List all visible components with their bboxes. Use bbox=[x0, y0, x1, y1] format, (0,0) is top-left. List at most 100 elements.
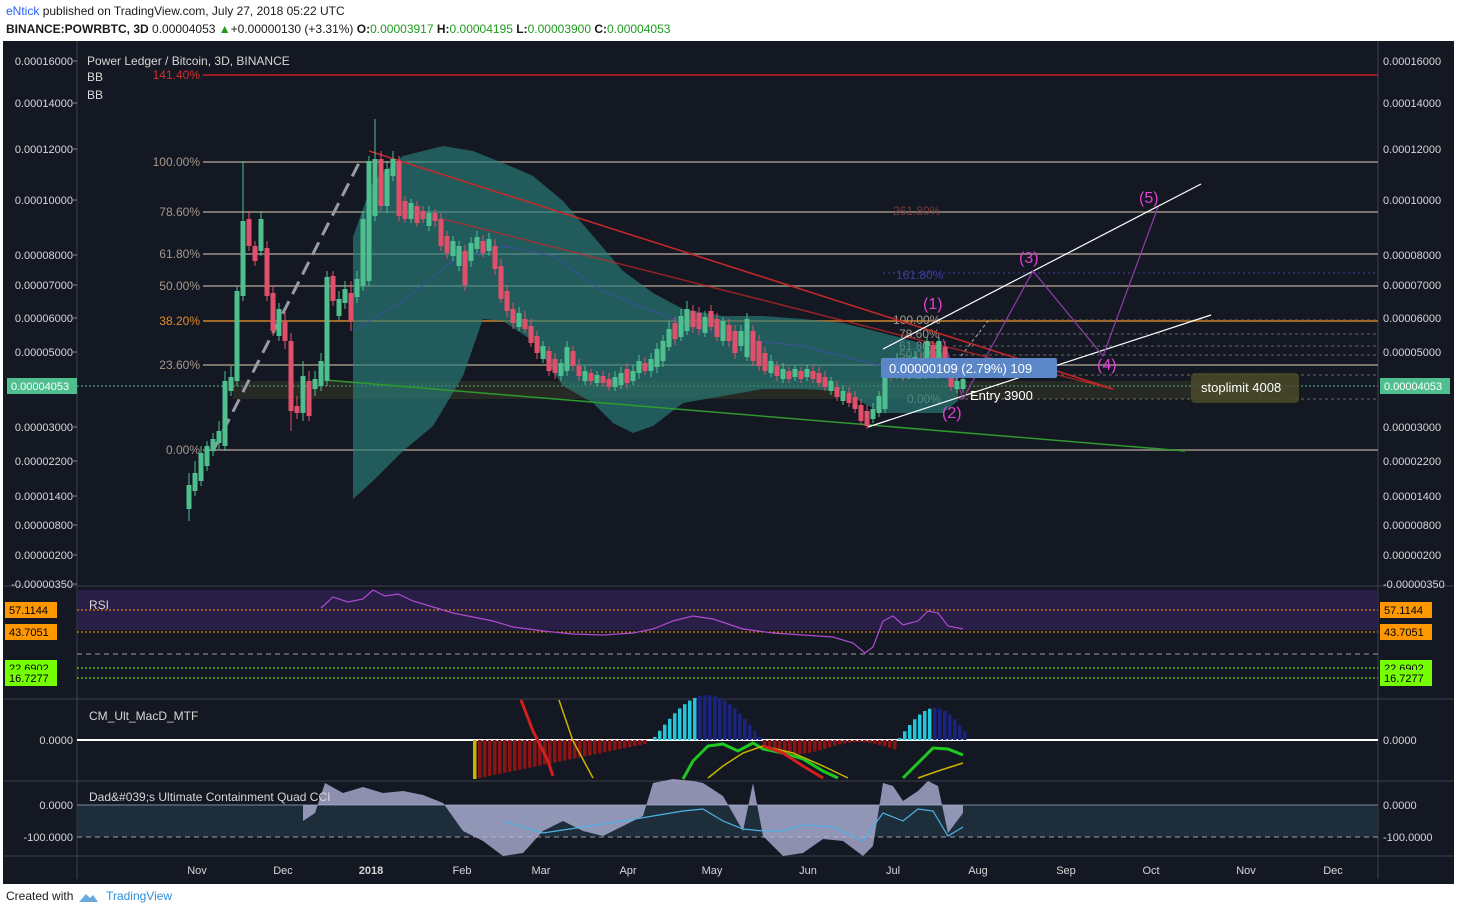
candle bbox=[678, 316, 684, 337]
price-tick-right: 0.00006000 bbox=[1383, 313, 1441, 325]
candle bbox=[432, 213, 438, 221]
candle bbox=[876, 396, 882, 413]
candle bbox=[552, 359, 558, 373]
price-tick-right: 0.00003000 bbox=[1383, 422, 1441, 434]
candle bbox=[726, 325, 732, 341]
candle bbox=[744, 319, 750, 357]
candle bbox=[306, 381, 312, 416]
candle bbox=[762, 353, 768, 371]
time-tick: Sep bbox=[1056, 865, 1076, 877]
candle bbox=[738, 331, 744, 346]
macd-hist-bar bbox=[763, 740, 767, 748]
rsi-level-tag-left bbox=[5, 624, 57, 640]
price-tick-right: 0.00000200 bbox=[1383, 550, 1441, 562]
macd-hist-bar bbox=[703, 695, 707, 740]
current-price-text-right: 0.00004053 bbox=[1384, 381, 1442, 393]
candle bbox=[330, 276, 336, 301]
candle bbox=[342, 289, 348, 303]
price-tick-left: 0.00000200 bbox=[15, 550, 73, 562]
candle bbox=[378, 159, 384, 206]
macd-hist-bar bbox=[948, 714, 952, 740]
macd-hist-bar bbox=[658, 730, 662, 740]
macd-zero-left: 0.0000 bbox=[39, 735, 73, 747]
macd-hist-bar bbox=[903, 731, 907, 740]
candle bbox=[222, 381, 228, 446]
macd-hist-bar bbox=[613, 740, 617, 751]
macd-line-green-2 bbox=[901, 746, 964, 780]
macd-hist-bar bbox=[653, 737, 657, 740]
candle bbox=[846, 393, 852, 403]
candle bbox=[810, 371, 816, 379]
wave-3-label: (3) bbox=[1019, 250, 1039, 267]
candle bbox=[786, 371, 792, 379]
macd-hist-bar bbox=[533, 740, 537, 767]
price-tick-right: 0.00007000 bbox=[1383, 280, 1441, 292]
chart-title: Power Ledger / Bitcoin, 3D, BINANCE bbox=[87, 54, 290, 68]
candle bbox=[474, 237, 480, 249]
candle bbox=[864, 411, 870, 426]
candle bbox=[774, 366, 780, 376]
candle bbox=[348, 293, 354, 321]
rsi-level-text-left: 43.7051 bbox=[9, 627, 49, 639]
candle bbox=[426, 213, 432, 226]
macd-hist-bar bbox=[628, 740, 632, 748]
cci-area bbox=[303, 779, 963, 856]
fib-level-label: 141.40% bbox=[153, 68, 201, 82]
fib-level-label: 61.80% bbox=[159, 247, 200, 261]
macd-hist-bar bbox=[578, 740, 582, 758]
price-tick-right: 0.00012000 bbox=[1383, 144, 1441, 156]
macd-hist-bar bbox=[888, 740, 892, 748]
candle bbox=[558, 363, 564, 376]
candle bbox=[840, 391, 846, 401]
candle bbox=[396, 161, 402, 216]
macd-hist-bar bbox=[598, 740, 602, 754]
candle bbox=[630, 371, 636, 381]
candle bbox=[696, 313, 702, 329]
candle bbox=[516, 313, 522, 327]
price-tick-left: 0.00003000 bbox=[15, 422, 73, 434]
tradingview-link[interactable]: TradingView bbox=[106, 889, 173, 903]
fib-level-label: 0.00% bbox=[166, 443, 200, 457]
time-tick: Oct bbox=[1142, 865, 1159, 877]
high-value: 0.00004195 bbox=[449, 22, 513, 36]
macd-hist-bar bbox=[583, 740, 587, 757]
price-tick-left: 0.00005000 bbox=[15, 347, 73, 359]
candle bbox=[312, 379, 318, 389]
macd-hist-bar bbox=[478, 740, 482, 778]
candle bbox=[690, 311, 696, 327]
macd-hist-bar bbox=[718, 697, 722, 740]
candle bbox=[276, 309, 282, 336]
low-value: 0.00003900 bbox=[527, 22, 592, 36]
footer: Created with TradingView bbox=[6, 889, 172, 903]
macd-hist-bar bbox=[558, 740, 562, 762]
candle bbox=[462, 251, 468, 285]
price-tick-left: 0.00008000 bbox=[15, 250, 73, 262]
macd-hist-bar bbox=[803, 740, 807, 754]
macd-hist-bar bbox=[828, 740, 832, 748]
chart-canvas[interactable]: 141.40% 100.00% 78.60% 61.80% 50.00% 38.20% 23… bbox=[3, 41, 1454, 884]
candle bbox=[564, 347, 570, 371]
candle bbox=[930, 345, 936, 365]
close-label: C: bbox=[594, 22, 608, 36]
macd-hist-bar bbox=[698, 696, 702, 740]
macd-hist-bar bbox=[678, 708, 682, 740]
fib-level-label: 100.00% bbox=[153, 155, 201, 169]
candle bbox=[354, 279, 360, 297]
entry-label: Entry 3900 bbox=[970, 388, 1033, 403]
macd-hist-bar bbox=[818, 740, 822, 751]
signal-line-yellow-3 bbox=[917, 762, 964, 779]
candle bbox=[372, 159, 378, 216]
macd-hist-bar bbox=[493, 740, 497, 775]
macd-hist-bar bbox=[933, 708, 937, 740]
macd-hist-bar bbox=[603, 740, 607, 753]
candle bbox=[720, 321, 726, 341]
candle bbox=[756, 341, 762, 366]
close-value: 0.00004053 bbox=[607, 22, 671, 36]
candle bbox=[198, 453, 204, 481]
candle bbox=[624, 369, 630, 383]
candle bbox=[924, 341, 930, 365]
fib-level-label: 50.00% bbox=[159, 279, 200, 293]
author-link[interactable]: eNtick bbox=[6, 4, 40, 18]
macd-hist-bar bbox=[743, 718, 747, 740]
